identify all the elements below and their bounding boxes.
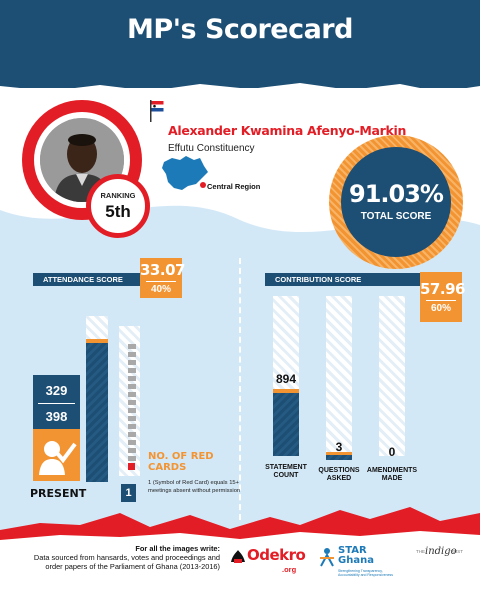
footer-credit-body: Data sourced from hansards, votes and pr… bbox=[33, 553, 220, 571]
present-count-box: 329 398 bbox=[33, 375, 80, 429]
red-card-slot bbox=[128, 408, 136, 413]
amendments-made-label: AMENDMENTS MADE bbox=[366, 467, 418, 482]
red-card-slot bbox=[128, 344, 136, 349]
red-card-slot bbox=[128, 400, 136, 405]
mp-constituency: Effutu Constituency bbox=[168, 143, 255, 154]
amendments-bar-track bbox=[379, 296, 405, 456]
star-ghana-logo: STAR Ghana bbox=[338, 545, 374, 566]
red-cards-note: 1 (Symbol of Red Card) equals 15+ meetin… bbox=[148, 480, 241, 494]
odekro-logo-domain: .org bbox=[282, 565, 297, 574]
total-score-label: TOTAL SCORE bbox=[360, 211, 432, 222]
present-icon-box bbox=[33, 429, 80, 481]
indigo-trust-logo-suffix: TRUST bbox=[448, 549, 463, 554]
questions-asked-label: QUESTIONS ASKED bbox=[318, 467, 360, 482]
total-sittings: 398 bbox=[45, 409, 68, 424]
red-card-slot bbox=[128, 392, 136, 397]
odekro-logo: Odekro bbox=[247, 546, 306, 564]
present-label: PRESENT bbox=[30, 487, 87, 500]
red-card-slot bbox=[128, 456, 136, 461]
red-card-slot bbox=[128, 352, 136, 357]
region-marker-icon bbox=[200, 182, 206, 188]
red-card-count: 1 bbox=[121, 484, 136, 502]
ranking-label: RANKING bbox=[100, 191, 136, 200]
attendance-score-box: 33.07 40% bbox=[140, 258, 185, 298]
attendance-bar-fill bbox=[86, 343, 108, 482]
red-card-slot bbox=[128, 376, 136, 381]
region-label: Central Region bbox=[207, 182, 261, 191]
red-cards-title: NO. OF RED CARDS bbox=[148, 451, 214, 473]
questions-bar-cap bbox=[326, 452, 352, 455]
attendance-score-value: 33.07 bbox=[140, 261, 185, 279]
contribution-score-box: 57.96 60% bbox=[420, 272, 465, 322]
contribution-score-value: 57.96 bbox=[420, 280, 465, 298]
questions-bar-fill bbox=[326, 455, 352, 460]
region-map-icon bbox=[162, 156, 208, 190]
red-card-slot bbox=[128, 360, 136, 365]
red-card-slot bbox=[128, 448, 136, 453]
section-divider bbox=[239, 258, 241, 520]
indigo-trust-logo: indigo bbox=[425, 546, 457, 557]
star-ghana-logo-icon bbox=[320, 548, 334, 567]
header-banner: MP's Scorecard bbox=[0, 0, 480, 80]
red-card-slot bbox=[128, 368, 136, 373]
ranking-badge: RANKING 5th bbox=[86, 174, 150, 238]
page-title: MP's Scorecard bbox=[127, 14, 353, 45]
party-flag-icon bbox=[150, 100, 164, 122]
attendance-bar-cap bbox=[86, 339, 108, 343]
header-zigzag-edge bbox=[0, 80, 480, 92]
footer-credit: For all the images write: Data sourced f… bbox=[20, 544, 220, 571]
attendance-score-weight: 40% bbox=[150, 284, 171, 295]
total-score-ring: 91.03% TOTAL SCORE bbox=[329, 135, 463, 269]
person-check-icon bbox=[39, 441, 77, 475]
contribution-score-header: CONTRIBUTION SCORE bbox=[265, 273, 425, 286]
questions-asked-value: 3 bbox=[335, 440, 343, 454]
red-card-slot bbox=[128, 424, 136, 429]
footer-credit-title: For all the images write: bbox=[135, 544, 220, 553]
red-card-slot bbox=[128, 384, 136, 389]
star-ghana-tagline: Strengthening Transparency, Accountabili… bbox=[338, 569, 394, 577]
statement-count-label: STATEMENT COUNT bbox=[265, 464, 307, 479]
mp-name: Alexander Kwamina Afenyo-Markin bbox=[168, 123, 407, 138]
contribution-score-weight: 60% bbox=[430, 303, 451, 314]
ranking-value: 5th bbox=[105, 202, 131, 221]
red-card-icon bbox=[128, 463, 135, 470]
amendments-made-value: 0 bbox=[388, 445, 396, 459]
red-card-slot bbox=[128, 416, 136, 421]
attendance-score-header: ATTENDANCE SCORE bbox=[33, 273, 145, 286]
statement-count-value: 894 bbox=[275, 372, 297, 386]
questions-bar-track bbox=[326, 296, 352, 456]
red-card-slot bbox=[128, 440, 136, 445]
red-card-slots bbox=[126, 344, 138, 470]
statement-bar-fill bbox=[273, 393, 299, 456]
indigo-trust-logo-prefix: THE bbox=[416, 549, 425, 554]
red-card-slot bbox=[128, 432, 136, 437]
statement-bar-cap bbox=[273, 389, 299, 393]
odekro-logo-icon bbox=[231, 550, 245, 563]
total-score-value: 91.03% bbox=[349, 180, 444, 208]
present-count: 329 bbox=[45, 383, 68, 398]
